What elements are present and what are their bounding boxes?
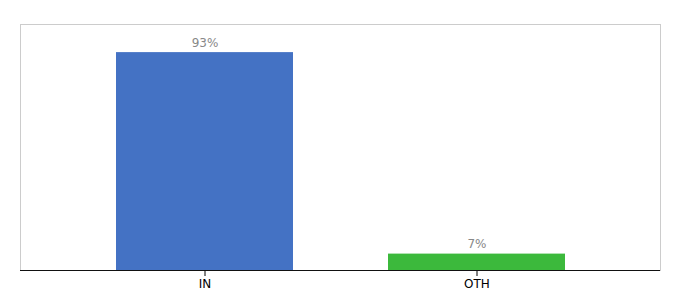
svg-text:7%: 7% <box>467 237 486 251</box>
svg-text:OTH: OTH <box>464 277 490 291</box>
svg-text:93%: 93% <box>192 36 219 50</box>
svg-text:IN: IN <box>199 277 212 291</box>
